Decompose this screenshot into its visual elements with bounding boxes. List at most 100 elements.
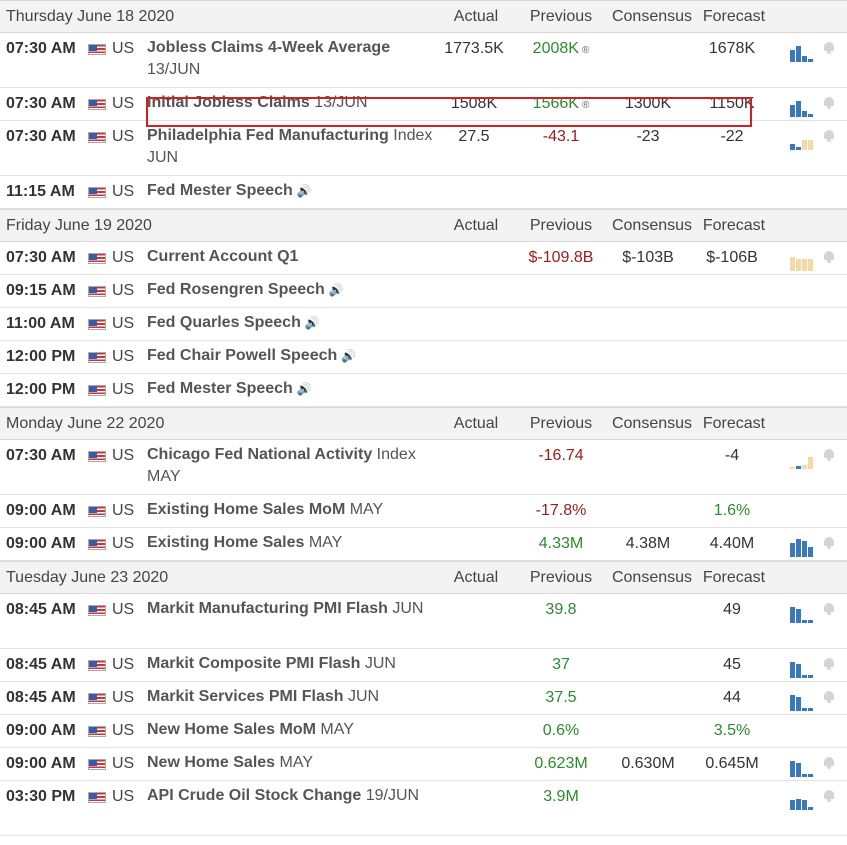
event-name[interactable]: Fed Mester Speech 🔊 [146, 371, 437, 400]
history-bar [808, 547, 813, 557]
value-consensus: 4.38M [604, 528, 692, 553]
event-row[interactable]: 09:00 AM US Existing Home Sales MAY 4.33M 4.… [0, 528, 847, 561]
history-bar [790, 50, 795, 62]
event-title[interactable]: Fed Quarles Speech [147, 314, 301, 331]
mini-history-chart[interactable] [790, 537, 830, 557]
event-title[interactable]: Current Account Q1 [147, 248, 299, 265]
event-name[interactable]: Markit Manufacturing PMI Flash JUN [146, 591, 437, 620]
value-forecast: 45 [692, 649, 772, 674]
event-name[interactable]: Initial Jobless Claims 13/JUN [146, 85, 437, 114]
bell-icon[interactable] [823, 789, 835, 802]
mini-history-chart[interactable] [790, 603, 830, 623]
mini-history-chart[interactable] [790, 383, 830, 403]
event-row[interactable]: 07:30 AM US Current Account Q1 $-109.8B $-10… [0, 242, 847, 275]
mini-history-chart[interactable] [790, 42, 830, 62]
event-name[interactable]: API Crude Oil Stock Change 19/JUN [146, 778, 437, 807]
event-time: 08:45 AM [6, 601, 76, 618]
event-row[interactable]: 11:00 AM US Fed Quarles Speech 🔊 [0, 308, 847, 341]
event-row[interactable]: 08:45 AM US Markit Manufacturing PMI Flash… [0, 594, 847, 649]
bell-icon[interactable] [823, 250, 835, 263]
event-title[interactable]: New Home Sales MoM [147, 721, 316, 738]
value-forecast: 1678K [692, 33, 772, 58]
event-row[interactable]: 07:30 AM US Chicago Fed National Activity … [0, 440, 847, 495]
event-name[interactable]: Fed Rosengren Speech 🔊 [146, 272, 437, 301]
mini-history-chart[interactable] [790, 130, 830, 150]
event-name[interactable]: Current Account Q1 [146, 239, 437, 268]
event-row[interactable]: 09:00 AM US Existing Home Sales MoM MAY -17… [0, 495, 847, 528]
bell-icon[interactable] [823, 448, 835, 461]
event-title[interactable]: Fed Mester Speech [147, 182, 293, 199]
mini-history-chart[interactable] [790, 185, 830, 205]
mini-history-chart[interactable] [790, 658, 830, 678]
event-title[interactable]: Fed Chair Powell Speech [147, 347, 338, 364]
bell-icon[interactable] [823, 96, 835, 109]
event-row[interactable]: 07:30 AM US Initial Jobless Claims 13/JUN 1… [0, 88, 847, 121]
event-title[interactable]: Markit Composite PMI Flash [147, 655, 361, 672]
event-title[interactable]: Existing Home Sales MoM [147, 501, 346, 518]
event-name[interactable]: Fed Chair Powell Speech 🔊 [146, 338, 437, 367]
mini-history-chart[interactable] [790, 504, 830, 524]
mini-history-chart[interactable] [790, 724, 830, 744]
value-actual [430, 649, 518, 656]
bell-icon[interactable] [823, 657, 835, 670]
bell-icon[interactable] [823, 756, 835, 769]
event-name[interactable]: Fed Quarles Speech 🔊 [146, 305, 437, 334]
history-bar [790, 257, 795, 271]
event-title[interactable]: Markit Manufacturing PMI Flash [147, 600, 388, 617]
event-name[interactable]: Existing Home Sales MAY [146, 525, 437, 554]
mini-history-chart[interactable] [790, 757, 830, 777]
event-name[interactable]: New Home Sales MAY [146, 745, 437, 774]
event-row[interactable]: 09:00 AM US New Home Sales MoM MAY 0.6% 3.5% [0, 715, 847, 748]
mini-history-chart[interactable] [790, 97, 830, 117]
mini-history-chart[interactable] [790, 251, 830, 271]
mini-history-chart[interactable] [790, 790, 830, 810]
bell-icon[interactable] [823, 129, 835, 142]
event-name[interactable]: New Home Sales MoM MAY [146, 712, 437, 741]
event-name[interactable]: Jobless Claims 4-Week Average 13/JUN [146, 30, 437, 81]
value-actual [430, 275, 518, 282]
mini-history-chart[interactable] [790, 284, 830, 304]
event-name[interactable]: Markit Services PMI Flash JUN [146, 679, 437, 708]
value-forecast-text: 1.6% [713, 502, 751, 519]
event-name[interactable]: Chicago Fed National Activity Index MAY [146, 437, 437, 488]
event-row[interactable]: 03:30 PM US API Crude Oil Stock Change 19/… [0, 781, 847, 836]
event-row[interactable]: 11:15 AM US Fed Mester Speech 🔊 [0, 176, 847, 209]
event-row[interactable]: 07:30 AM US Philadelphia Fed Manufacturing… [0, 121, 847, 176]
event-title[interactable]: Initial Jobless Claims [147, 94, 310, 111]
mini-history-chart[interactable] [790, 350, 830, 370]
event-row[interactable]: 09:15 AM US Fed Rosengren Speech 🔊 [0, 275, 847, 308]
event-name[interactable]: Philadelphia Fed Manufacturing Index JUN [146, 118, 437, 169]
event-title[interactable]: Existing Home Sales [147, 534, 305, 551]
event-row[interactable]: 12:00 PM US Fed Mester Speech 🔊 [0, 374, 847, 407]
event-title[interactable]: Philadelphia Fed Manufacturing [147, 127, 389, 144]
event-title[interactable]: Jobless Claims 4-Week Average [147, 39, 391, 56]
section-date: Monday June 22 2020 [6, 414, 165, 432]
us-flag-icon [88, 539, 106, 550]
event-title[interactable]: Chicago Fed National Activity [147, 446, 373, 463]
mini-history-chart[interactable] [790, 449, 830, 469]
bell-icon[interactable] [823, 41, 835, 54]
mini-history-chart[interactable] [790, 317, 830, 337]
column-header-forecast: Forecast [702, 7, 766, 25]
event-title[interactable]: Fed Mester Speech [147, 380, 293, 397]
bell-icon[interactable] [823, 602, 835, 615]
event-row[interactable]: 08:45 AM US Markit Services PMI Flash JUN 3… [0, 682, 847, 715]
event-title[interactable]: Fed Rosengren Speech [147, 281, 325, 298]
value-forecast: -4 [692, 440, 772, 465]
value-consensus-text: 4.38M [625, 535, 671, 552]
event-title[interactable]: API Crude Oil Stock Change [147, 787, 362, 804]
us-flag-icon [88, 693, 106, 704]
event-row[interactable]: 07:30 AM US Jobless Claims 4-Week Average … [0, 33, 847, 88]
event-title[interactable]: Markit Services PMI Flash [147, 688, 344, 705]
event-row[interactable]: 12:00 PM US Fed Chair Powell Speech 🔊 [0, 341, 847, 374]
event-row[interactable]: 09:00 AM US New Home Sales MAY 0.623M 0.630M… [0, 748, 847, 781]
event-name[interactable]: Fed Mester Speech 🔊 [146, 173, 437, 202]
event-title[interactable]: New Home Sales [147, 754, 276, 771]
mini-history-chart[interactable] [790, 691, 830, 711]
event-row[interactable]: 08:45 AM US Markit Composite PMI Flash JUN… [0, 649, 847, 682]
bell-icon[interactable] [823, 536, 835, 549]
bell-icon[interactable] [823, 690, 835, 703]
event-name[interactable]: Existing Home Sales MoM MAY [146, 492, 437, 521]
event-name[interactable]: Markit Composite PMI Flash JUN [146, 646, 437, 675]
column-header-previous: Previous [529, 414, 593, 432]
